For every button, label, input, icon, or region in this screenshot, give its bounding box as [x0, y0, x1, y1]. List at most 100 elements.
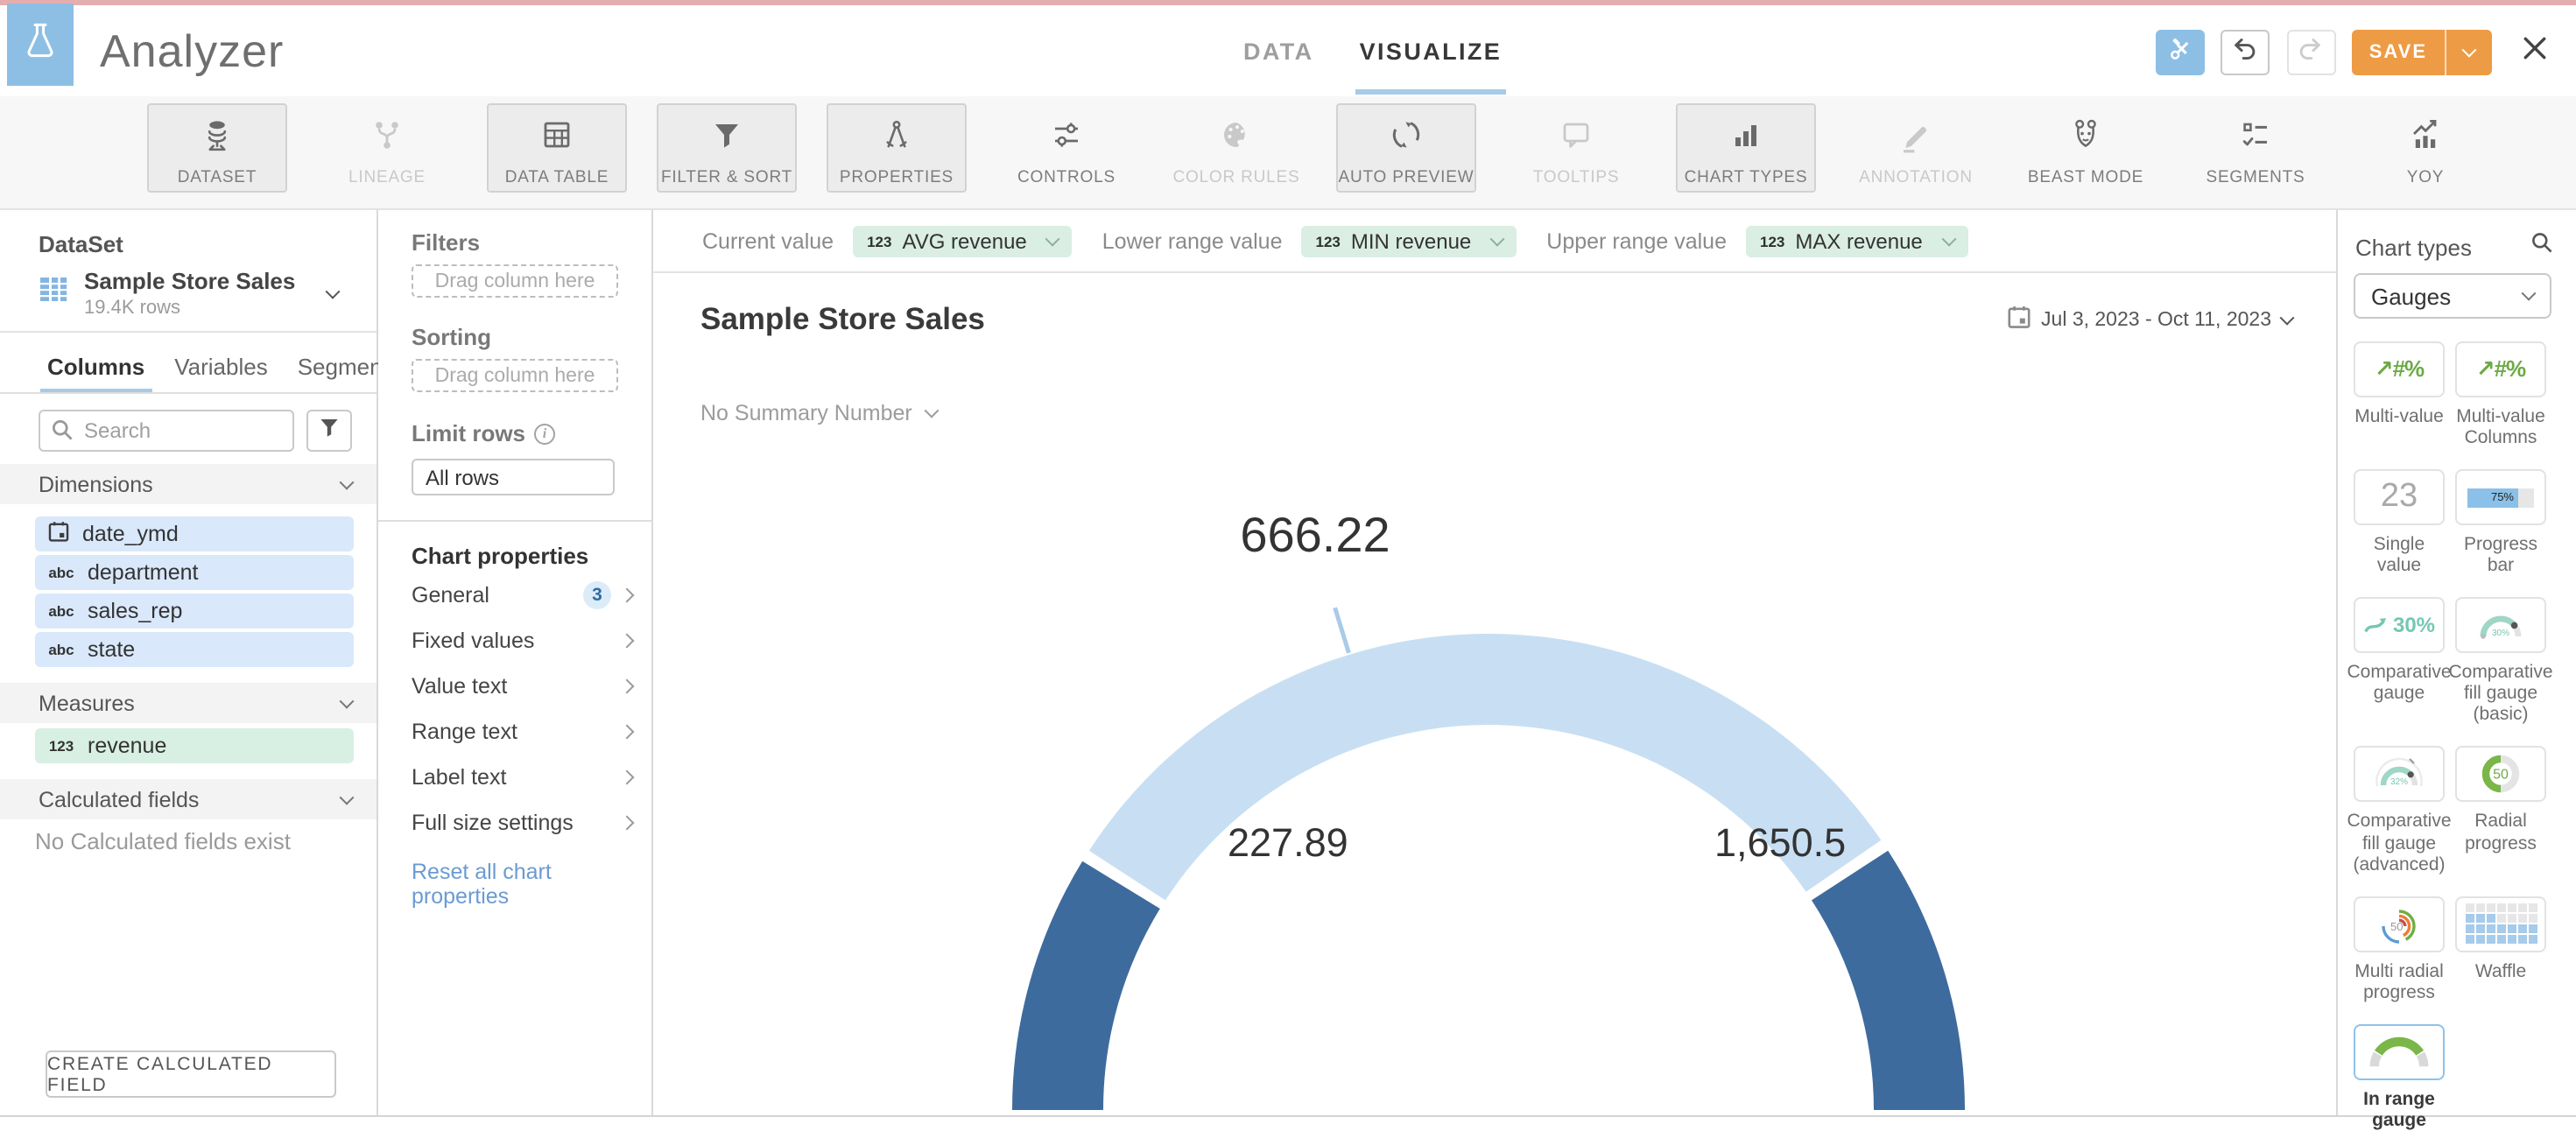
field-name: department	[88, 559, 199, 585]
field-pill-date-ymd[interactable]: date_ymd	[35, 516, 354, 551]
sorting-drop-zone[interactable]: Drag column here	[412, 359, 618, 392]
chevron-right-icon	[619, 587, 635, 603]
toolbar-filter-sort[interactable]: FILTER & SORT	[657, 103, 797, 193]
chart-type-in-range-gauge[interactable]: In range gauge	[2354, 1023, 2445, 1131]
property-row-full-size-settings[interactable]: Full size settings	[412, 800, 635, 846]
toolbar-beast-mode[interactable]: BEAST MODE	[2016, 103, 2156, 193]
toolbar-label: YOY	[2406, 168, 2445, 187]
filters-drop-zone[interactable]: Drag column here	[412, 264, 618, 298]
beast-mode-icon	[2066, 105, 2105, 163]
toolbar-controls[interactable]: CONTROLS	[996, 103, 1137, 193]
search-input[interactable]	[39, 410, 294, 452]
body-row: DataSet Sample Store Sales 19.4K rows Co…	[0, 210, 2576, 1131]
chart-type-tile: 32%	[2354, 746, 2445, 803]
chevron-down-icon	[1941, 230, 1957, 246]
section-label: Measures	[39, 691, 135, 715]
property-row-fixed-values[interactable]: Fixed values	[412, 618, 635, 664]
chart-category-select[interactable]: Gauges	[2354, 273, 2551, 319]
section-label: Calculated fields	[39, 787, 200, 811]
controls-icon	[1047, 105, 1086, 163]
chart-type-waffle[interactable]: Waffle	[2455, 896, 2546, 1002]
date-range-text: Jul 3, 2023 - Oct 11, 2023	[2041, 309, 2271, 330]
chart-type-multi-radial-progress[interactable]: 50 Multi radial progress	[2354, 896, 2445, 1002]
property-label: Fixed values	[412, 629, 535, 653]
chart-type-grid: ↗#% Multi-value ↗#% Multi-value Columns …	[2347, 341, 2553, 1131]
tab-visualize[interactable]: VISUALIZE	[1355, 5, 1506, 96]
divider	[0, 331, 377, 333]
redo-button[interactable]	[2286, 30, 2336, 75]
toolbar-auto-preview[interactable]: AUTO PREVIEW	[1336, 103, 1476, 193]
chart-type-label: In range gauge	[2363, 1088, 2435, 1131]
waffle-icon	[2465, 903, 2537, 945]
chart-type-label: Comparative fill gauge (advanced)	[2347, 811, 2452, 875]
reset-chart-properties-link[interactable]: Reset all chart properties	[412, 860, 552, 909]
page-title: Analyzer	[100, 25, 285, 77]
chart-type-multi-value[interactable]: ↗#% Multi-value	[2354, 341, 2445, 448]
property-label: General	[412, 583, 489, 608]
toolbar-label: AUTO PREVIEW	[1338, 168, 1475, 187]
chart-type-label: Multi radial progress	[2354, 960, 2444, 1003]
search-row	[39, 410, 352, 452]
search-icon[interactable]	[2530, 231, 2553, 263]
main-toolbar: DATASET LINEAGE DATA TABLE FILTER & SORT…	[0, 96, 2576, 210]
undo-button[interactable]	[2220, 30, 2270, 75]
comparative-fill-gauge-icon: 30%	[2480, 616, 2522, 640]
field-pill-state[interactable]: abc state	[35, 632, 354, 666]
save-button[interactable]: SAVE	[2351, 30, 2445, 75]
dimensions-section-header[interactable]: Dimensions	[0, 464, 377, 504]
toolbar-label: SEGMENTS	[2206, 168, 2305, 187]
toolbar-chart-types[interactable]: CHART TYPES	[1676, 103, 1816, 193]
field-pill-sales-rep[interactable]: abc sales_rep	[35, 594, 354, 628]
calculated-fields-section-header[interactable]: Calculated fields	[0, 779, 377, 819]
date-range-control[interactable]: Jul 3, 2023 - Oct 11, 2023	[2006, 305, 2295, 334]
chart-type-comparative-gauge[interactable]: 30% Comparative gauge	[2347, 597, 2452, 726]
in-range-gauge-icon	[2369, 1036, 2429, 1067]
measures-section-header[interactable]: Measures	[0, 683, 377, 723]
property-row-value-text[interactable]: Value text	[412, 664, 635, 709]
chart-type-radial-progress[interactable]: 50 Radial progress	[2455, 746, 2546, 875]
chevron-right-icon	[619, 633, 635, 649]
summary-number-selector[interactable]: No Summary Number	[700, 401, 940, 425]
chart-type-multi-value-columns[interactable]: ↗#% Multi-value Columns	[2455, 341, 2546, 448]
value-slot-row: Current value 123 AVG revenue Lower rang…	[653, 210, 2336, 273]
tab-variables[interactable]: Variables	[174, 354, 268, 380]
chart-type-comparative-fill-gauge-advanced[interactable]: 32% Comparative fill gauge (advanced)	[2347, 746, 2452, 875]
close-button[interactable]	[2522, 35, 2548, 70]
sorting-label: Sorting	[412, 324, 491, 350]
property-label: Label text	[412, 765, 507, 790]
chart-type-progress-bar[interactable]: 75% Progress bar	[2455, 469, 2546, 576]
property-row-general[interactable]: General 3	[412, 573, 635, 618]
toolbar-dataset[interactable]: DATASET	[147, 103, 287, 193]
create-calculated-field-button[interactable]: CREATE CALCULATED FIELD	[46, 1050, 336, 1098]
property-row-label-text[interactable]: Label text	[412, 755, 635, 800]
tab-data[interactable]: DATA	[1243, 38, 1314, 64]
limit-rows-input[interactable]	[412, 459, 615, 495]
admin-tools-button[interactable]	[2155, 30, 2205, 75]
field-name: sales_rep	[88, 598, 183, 623]
current-value-field[interactable]: 123 AVG revenue	[853, 225, 1073, 256]
toolbar-label: FILTER & SORT	[660, 168, 793, 187]
toolbar-data-table[interactable]: DATA TABLE	[487, 103, 627, 193]
toolbar-yoy[interactable]: YOY	[2355, 103, 2495, 193]
gauge-lower-range-label: 227.89	[1228, 821, 1348, 865]
column-filter-button[interactable]	[306, 410, 352, 452]
comparative-fill-gauge-advanced-icon: 32%	[2375, 758, 2423, 788]
save-dropdown-button[interactable]	[2445, 30, 2492, 75]
svg-text:50: 50	[2390, 919, 2403, 932]
toolbar-segments[interactable]: SEGMENTS	[2185, 103, 2326, 193]
dataset-selector[interactable]: Sample Store Sales 19.4K rows	[39, 269, 355, 319]
chevron-down-icon	[2461, 42, 2477, 58]
field-pill-department[interactable]: abc department	[35, 555, 354, 589]
chart-type-single-value[interactable]: 23 Single value	[2354, 469, 2445, 576]
toolbar-label: DATA TABLE	[504, 168, 609, 187]
toolbar-properties[interactable]: PROPERTIES	[827, 103, 967, 193]
chart-type-comparative-fill-gauge-basic[interactable]: 30% Comparative fill gauge (basic)	[2448, 597, 2553, 726]
tab-columns[interactable]: Columns	[40, 354, 151, 394]
property-row-range-text[interactable]: Range text	[412, 709, 635, 755]
lower-range-field[interactable]: 123 MIN revenue	[1301, 225, 1517, 256]
upper-range-field[interactable]: 123 MAX revenue	[1746, 225, 1968, 256]
field-pill-revenue[interactable]: 123 revenue	[35, 728, 354, 762]
chart-type-label: Waffle	[2474, 960, 2527, 982]
slot-label: Current value	[702, 228, 834, 253]
